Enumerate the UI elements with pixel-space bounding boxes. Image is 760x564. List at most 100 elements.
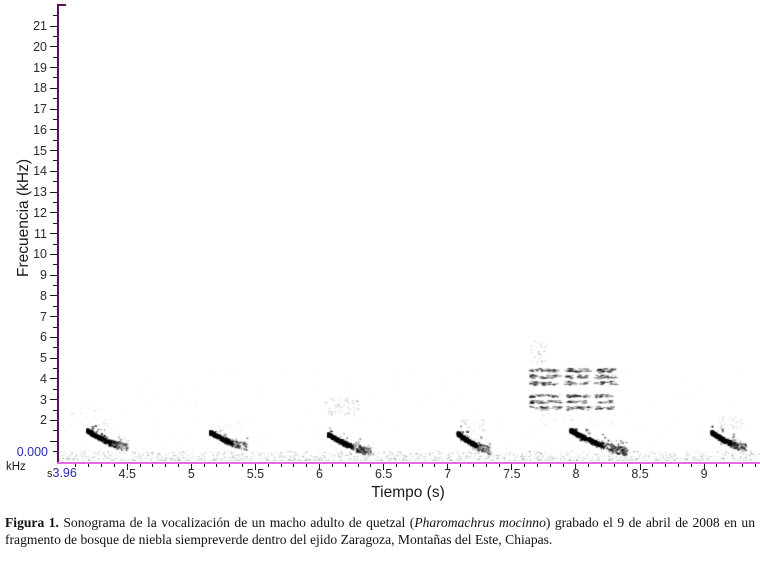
y-minor-tick bbox=[53, 347, 57, 349]
y-minor-tick bbox=[53, 118, 57, 120]
y-minor-tick bbox=[53, 15, 57, 17]
x-minor-tick bbox=[613, 464, 615, 467]
x-minor-tick bbox=[331, 464, 333, 467]
y-tick-label: 3 bbox=[40, 392, 47, 407]
y-minor-tick bbox=[53, 201, 57, 203]
caption-text-2: ) grabado el 9 de abril de 2008 en un fr… bbox=[5, 515, 755, 547]
x-tick-label: 7.5 bbox=[503, 467, 521, 481]
cursor-frequency-readout: 0.000 bbox=[16, 445, 48, 459]
y-major-tick bbox=[50, 336, 57, 338]
y-tick-label: 8 bbox=[40, 288, 47, 303]
figure-caption: Figura 1. Sonograma de la vocalización d… bbox=[5, 514, 755, 548]
y-major-tick bbox=[50, 150, 57, 152]
x-minor-tick bbox=[395, 464, 397, 467]
spectrogram-canvas bbox=[58, 0, 760, 461]
x-tick-label: 8.5 bbox=[631, 467, 649, 481]
x-minor-tick bbox=[229, 464, 231, 467]
species-name: Pharomachrus mocinno bbox=[414, 515, 546, 530]
x-minor-tick bbox=[549, 464, 551, 467]
y-major-tick bbox=[50, 87, 57, 89]
time-unit-label: s bbox=[47, 468, 53, 480]
y-tick-label: 12 bbox=[33, 205, 47, 220]
y-tick-label: 13 bbox=[33, 185, 47, 200]
x-minor-tick bbox=[306, 464, 308, 467]
y-tick-label: 16 bbox=[33, 122, 47, 137]
x-tick-label: 5 bbox=[187, 467, 195, 481]
y-minor-tick bbox=[53, 305, 57, 307]
y-major-tick bbox=[50, 129, 57, 131]
x-minor-tick bbox=[344, 464, 346, 467]
x-minor-tick bbox=[421, 464, 423, 467]
y-minor-tick bbox=[53, 264, 57, 266]
x-minor-tick bbox=[75, 464, 77, 467]
x-minor-tick bbox=[460, 464, 462, 467]
y-axis-top-cap bbox=[57, 4, 66, 6]
x-major-tick bbox=[126, 464, 128, 470]
x-minor-tick bbox=[267, 464, 269, 467]
x-minor-tick bbox=[242, 464, 244, 467]
x-minor-tick bbox=[562, 464, 564, 467]
y-minor-tick bbox=[53, 243, 57, 245]
y-major-tick bbox=[50, 316, 57, 318]
y-major-tick bbox=[50, 191, 57, 193]
x-minor-tick bbox=[742, 464, 744, 467]
x-minor-tick bbox=[472, 464, 474, 467]
x-minor-tick bbox=[88, 464, 90, 467]
cursor-time-value: 3.96 bbox=[52, 466, 77, 480]
y-tick-label: 6 bbox=[40, 330, 47, 345]
x-tick-label: 6.5 bbox=[374, 467, 393, 481]
x-minor-tick bbox=[216, 464, 218, 467]
x-minor-tick bbox=[536, 464, 538, 467]
x-major-tick bbox=[447, 464, 449, 470]
y-minor-tick bbox=[53, 430, 57, 432]
x-major-tick bbox=[319, 464, 321, 470]
x-axis-line bbox=[57, 462, 760, 464]
y-tick-label: 2 bbox=[40, 413, 47, 428]
y-major-tick bbox=[50, 170, 57, 172]
x-major-tick bbox=[511, 464, 513, 470]
x-minor-tick bbox=[588, 464, 590, 467]
y-minor-tick bbox=[53, 35, 57, 37]
y-major-tick bbox=[50, 399, 57, 401]
y-major-tick bbox=[50, 440, 57, 442]
y-minor-tick bbox=[53, 181, 57, 183]
x-major-tick bbox=[383, 464, 385, 470]
x-tick-label: 4.5 bbox=[118, 467, 136, 481]
x-minor-tick bbox=[678, 464, 679, 467]
y-major-tick bbox=[50, 108, 57, 110]
x-minor-tick bbox=[716, 464, 718, 467]
frequency-unit-label: kHz bbox=[6, 461, 26, 473]
x-minor-tick bbox=[754, 464, 756, 467]
y-major-tick bbox=[50, 274, 57, 276]
y-major-tick bbox=[50, 67, 57, 69]
y-minor-tick bbox=[53, 98, 57, 100]
y-minor-tick bbox=[53, 388, 57, 390]
x-minor-tick bbox=[601, 464, 603, 467]
x-minor-tick bbox=[408, 464, 410, 467]
y-minor-tick bbox=[53, 160, 57, 162]
x-tick-label: 8 bbox=[572, 467, 580, 481]
y-minor-tick bbox=[53, 139, 57, 141]
y-tick-label: 11 bbox=[34, 226, 47, 241]
y-minor-tick bbox=[53, 451, 57, 453]
cursor-time-readout: s3.96 bbox=[47, 466, 77, 480]
y-axis-line bbox=[57, 4, 59, 463]
x-minor-tick bbox=[203, 464, 205, 467]
x-tick-label: 5.5 bbox=[246, 467, 265, 481]
x-minor-tick bbox=[178, 464, 179, 467]
y-major-tick bbox=[50, 378, 57, 380]
y-tick-label: 5 bbox=[40, 351, 47, 366]
caption-text-1: Sonograma de la vocalización de un macho… bbox=[58, 515, 415, 530]
x-tick-label: 9 bbox=[700, 467, 708, 481]
x-minor-tick bbox=[485, 464, 487, 467]
y-tick-label: 15 bbox=[33, 143, 47, 158]
x-minor-tick bbox=[101, 464, 103, 467]
x-minor-tick bbox=[165, 464, 167, 467]
y-minor-tick bbox=[53, 56, 57, 58]
x-axis-title: Tiempo (s) bbox=[371, 484, 445, 501]
x-minor-tick bbox=[434, 464, 436, 467]
y-minor-tick bbox=[53, 409, 57, 411]
x-minor-tick bbox=[652, 464, 654, 467]
y-tick-label: 19 bbox=[33, 60, 47, 75]
